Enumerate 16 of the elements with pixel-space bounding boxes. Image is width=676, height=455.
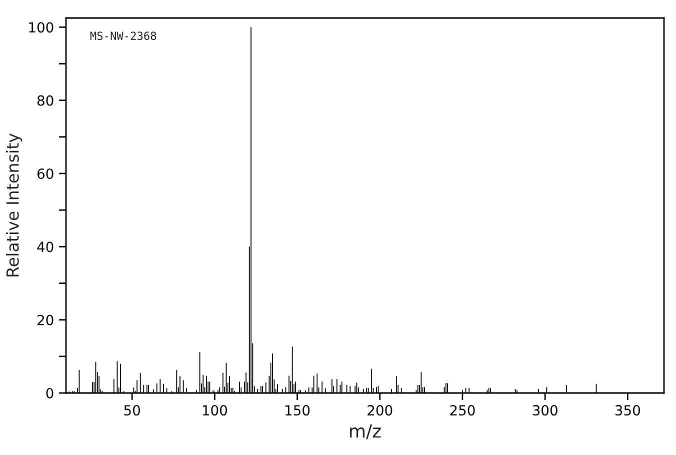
- y-tick-label: 0: [46, 388, 54, 398]
- x-tick-label: 350: [615, 405, 640, 416]
- x-tick-label: 300: [532, 405, 558, 416]
- y-tick-label: 60: [37, 168, 54, 179]
- annotation: MS-NW-2368: [90, 32, 156, 40]
- x-tick-label: 50: [124, 405, 140, 416]
- y-axis-title: Relative Intensity: [6, 133, 22, 276]
- x-tick-label: 150: [286, 405, 310, 416]
- y-tick-label: 20: [38, 314, 54, 326]
- x-tick-label: 200: [368, 405, 392, 416]
- x-tick-label: 250: [450, 405, 475, 416]
- y-tick-label: 40: [37, 242, 54, 252]
- x-axis-title: m/z: [350, 424, 381, 440]
- y-tick-label: 100: [29, 22, 54, 33]
- x-tick-label: 100: [202, 405, 228, 416]
- y-tick-label: 80: [37, 95, 54, 106]
